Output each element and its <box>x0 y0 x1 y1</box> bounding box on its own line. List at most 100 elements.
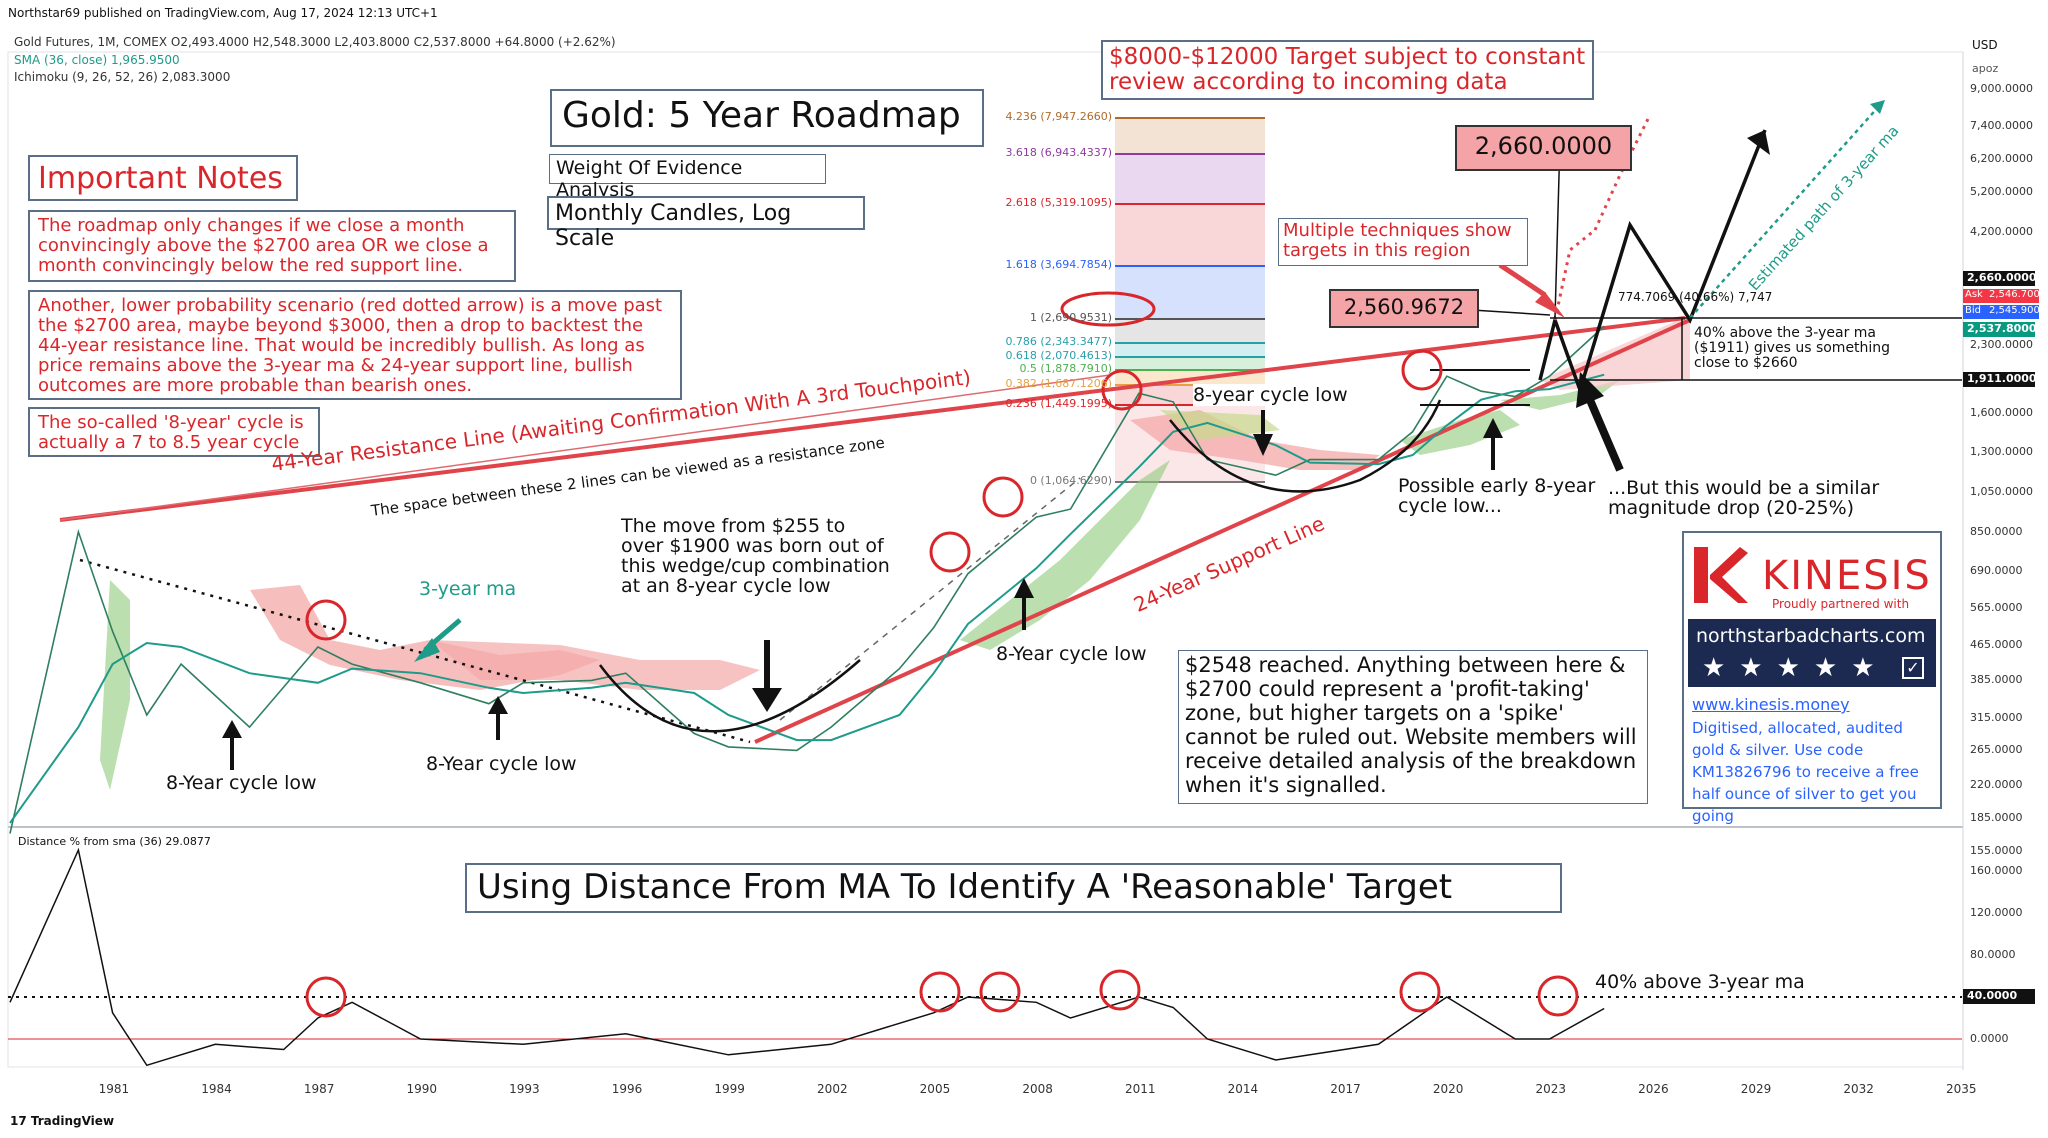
time-tick: 2023 <box>1535 1082 1567 1096</box>
price-tick: 6,200.0000 <box>1970 152 2033 166</box>
wedge-upper-line <box>79 558 751 744</box>
tag-ask-label: Ask <box>1963 289 1987 303</box>
wedge-text: The move from $255 to over $1900 was bor… <box>621 515 890 597</box>
price-highlight-circles <box>305 291 1443 641</box>
kinesis-brand: KINESIS <box>1762 553 1932 599</box>
cup-curve-1 <box>598 659 861 733</box>
tradingview-label: TradingView <box>30 1114 115 1128</box>
subtitle-analysis: Weight Of Evidence Analysis <box>549 154 826 201</box>
check-icon: ✓ <box>1902 657 1924 679</box>
time-tick: 2020 <box>1432 1082 1464 1096</box>
kinesis-logo-icon <box>1694 547 1748 603</box>
notes-title: Important Notes <box>28 155 298 201</box>
price-tick: 315.0000 <box>1970 710 2023 724</box>
fib-label: 3.618 (6,943.4337) <box>1005 146 1112 159</box>
red-dotted-arrow <box>1553 228 1596 321</box>
fib-label: 0.786 (2,343.3477) <box>1005 335 1112 348</box>
price-tick: 850.0000 <box>1970 524 2023 538</box>
ma-series <box>9 373 1605 824</box>
badge-2560: 2,560.9672 <box>1329 289 1479 328</box>
indicator-tick: 0.0000 <box>1970 1032 2009 1045</box>
price-tick: 155.0000 <box>1970 843 2023 857</box>
time-tick: 2011 <box>1124 1082 1156 1096</box>
price-tick: 1,050.0000 <box>1970 485 2033 499</box>
note-scenario: Another, lower probability scenario (red… <box>28 290 682 400</box>
cycle-low-label-4: 8-year cycle low <box>1193 384 1348 406</box>
early-low-text: Possible early 8-year cycle low... <box>1398 475 1596 517</box>
roadmap-arrowhead <box>1747 130 1770 155</box>
target-review-box: $8000-$12000 Target subject to constant … <box>1101 40 1594 100</box>
note-roadmap: The roadmap only changes if we close a m… <box>28 210 516 282</box>
kinesis-desc: Digitised, allocated, audited gold & sil… <box>1692 719 1919 825</box>
time-tick: 1987 <box>303 1082 335 1096</box>
time-tick: 1990 <box>406 1082 438 1096</box>
fib-label: 0.618 (2,070.4613) <box>1005 349 1112 362</box>
fib-label: 4.236 (7,947.2660) <box>1005 110 1112 123</box>
time-tick: 2026 <box>1638 1082 1669 1096</box>
kinesis-partnered: Proudly partnered with <box>1772 597 1910 611</box>
price-tick: 5,200.0000 <box>1970 185 2033 199</box>
cycle-low-label-2: 8-Year cycle low <box>426 753 577 775</box>
price-tick: 465.0000 <box>1970 637 2023 651</box>
price-tick: 7,400.0000 <box>1970 119 2033 133</box>
tag-2660: 2,660.0000 <box>1963 271 2037 286</box>
cup-curve-2 <box>1169 399 1442 493</box>
star-rating-icons: ★★★★★ <box>1702 653 1889 683</box>
price-tick: 2,300.0000 <box>1970 338 2033 352</box>
measure-label: 774.7069 (40.66%) 7,747 <box>1618 290 1773 304</box>
time-tick: 2008 <box>1022 1082 1053 1096</box>
tradingview-logo-icon: 17 <box>10 1114 27 1128</box>
time-tick: 1996 <box>611 1082 643 1096</box>
kinesis-url[interactable]: www.kinesis.money <box>1692 695 1850 714</box>
fib-label: 0.5 (1,878.7910) <box>1019 362 1112 375</box>
price-tick: 385.0000 <box>1970 673 2023 687</box>
time-tick: 1984 <box>201 1082 232 1096</box>
tag-bid-label: Bid <box>1963 305 1987 319</box>
drop-text: ...But this would be a similar magnitude… <box>1608 477 1880 519</box>
roadmap-path <box>1538 129 1767 396</box>
indicator-title-box: Using Distance From MA To Identify A 'Re… <box>465 863 1562 913</box>
red-pointer-arrow <box>1535 292 1565 318</box>
price-tick: 220.0000 <box>1970 778 2023 792</box>
symbol-line: Gold Futures, 1M, COMEX O2,493.4000 H2,5… <box>14 35 616 49</box>
multiple-techniques-box: Multiple techniques show targets in this… <box>1278 218 1528 266</box>
fib-label: 0.236 (1,449.1995) <box>1005 397 1112 410</box>
kinesis-ad[interactable]: KINESIS Proudly partnered with northstar… <box>1682 531 1942 825</box>
time-tick: 1981 <box>98 1082 130 1096</box>
price-tick: 690.0000 <box>1970 563 2023 577</box>
time-tick: 2032 <box>1843 1082 1874 1096</box>
price-tick: 1,600.0000 <box>1970 406 2033 420</box>
tag-bid: 2,545.9000 <box>1987 305 2046 319</box>
indicator-series <box>9 847 1605 1067</box>
cycle-low-label-3: 8-Year cycle low <box>996 643 1147 665</box>
price-tick: 4,200.0000 <box>1970 225 2033 239</box>
indicator-title: Distance % from sma (36) 29.0877 <box>18 835 211 848</box>
sma-line: SMA (36, close) 1,965.9500 <box>14 53 180 67</box>
time-tick: 2002 <box>817 1082 848 1096</box>
indicator-tick: 120.0000 <box>1970 906 2023 919</box>
note-cycle: The so-called '8-year' cycle is actually… <box>28 407 320 457</box>
badge-2660: 2,660.0000 <box>1455 125 1632 171</box>
forty-line-label: 40% above 3-year ma <box>1595 971 1805 993</box>
axis-mode: apoz <box>1972 62 1999 75</box>
indicator-tick: 160.0000 <box>1970 864 2023 877</box>
cycle-low-label-1: 8-Year cycle low <box>166 772 317 794</box>
price-tick: 9,000.0000 <box>1970 82 2033 96</box>
ichimoku-line: Ichimoku (9, 26, 52, 26) 2,083.3000 <box>14 70 231 84</box>
currency-label: USD <box>1972 38 1998 52</box>
time-tick: 2014 <box>1227 1082 1259 1096</box>
breakout-dashed-line <box>779 477 1081 721</box>
resistance-zone-line <box>59 374 1111 521</box>
subtitle-scale: Monthly Candles, Log Scale <box>547 196 865 251</box>
site-badge[interactable]: northstarbadcharts.com ★★★★★ ✓ <box>1688 619 1936 687</box>
time-tick: 1993 <box>509 1082 540 1096</box>
cycle-arrows <box>222 372 1624 770</box>
tradingview-footer: 17 TradingView <box>10 1114 114 1128</box>
estimated-ma-path <box>1689 104 1881 319</box>
tag-ma: 1,911.0000 <box>1963 372 2037 387</box>
three-year-ma-label: 3-year ma <box>419 578 517 600</box>
fib-label: 0.382 (1,687.1206) <box>1005 377 1112 390</box>
price-tick: 1,300.0000 <box>1970 445 2033 459</box>
price-series <box>9 325 1605 834</box>
